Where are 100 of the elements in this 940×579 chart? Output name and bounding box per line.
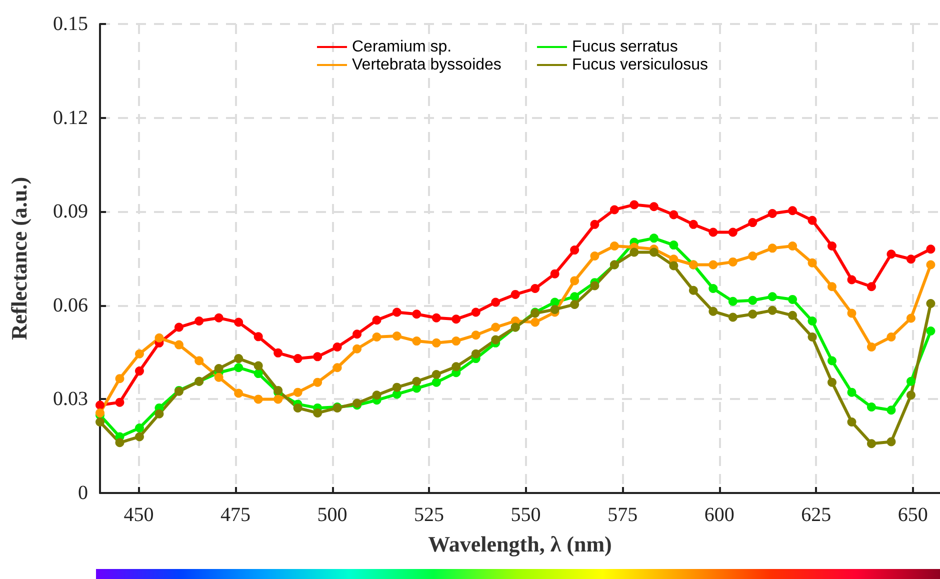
point — [649, 248, 658, 257]
x-tick-label: 475 — [220, 504, 250, 526]
x-axis-title: Wavelength, λ (nm) — [428, 532, 612, 556]
point — [194, 316, 204, 326]
point — [432, 378, 441, 387]
point — [154, 409, 164, 418]
point — [115, 374, 124, 384]
point — [214, 313, 224, 322]
point — [649, 234, 658, 243]
point — [926, 244, 936, 254]
point — [808, 258, 817, 268]
point — [452, 314, 461, 324]
point — [332, 342, 342, 352]
point — [688, 220, 698, 229]
x-tick-label: 575 — [608, 504, 638, 526]
point — [906, 254, 916, 264]
point — [313, 352, 322, 362]
point — [788, 310, 798, 320]
point — [708, 306, 718, 316]
point — [886, 250, 896, 259]
point — [590, 220, 600, 229]
point — [808, 332, 817, 342]
y-tick-label: 0.15 — [53, 13, 88, 35]
point — [154, 333, 164, 342]
point — [214, 364, 224, 374]
point — [630, 248, 639, 257]
point — [570, 276, 580, 286]
point — [352, 344, 362, 354]
point — [234, 363, 244, 372]
point — [847, 418, 856, 427]
point — [728, 312, 738, 322]
point — [570, 292, 580, 302]
point — [926, 299, 936, 308]
point — [708, 260, 718, 270]
point — [412, 376, 422, 386]
point — [847, 275, 856, 284]
point — [847, 388, 856, 397]
point — [886, 332, 896, 342]
point — [926, 260, 936, 270]
point — [866, 439, 876, 448]
point — [847, 308, 856, 318]
point — [550, 304, 560, 314]
point — [748, 252, 758, 260]
point — [669, 261, 678, 270]
point — [293, 388, 302, 397]
point — [649, 202, 658, 212]
point — [728, 296, 738, 306]
point — [866, 402, 876, 412]
point — [134, 423, 144, 432]
x-tick-label: 500 — [317, 504, 348, 526]
point — [372, 390, 382, 400]
point — [728, 257, 738, 266]
point — [96, 418, 104, 427]
point — [134, 349, 144, 358]
point — [254, 369, 263, 378]
point — [590, 252, 600, 260]
y-tick-label: 0.06 — [53, 294, 88, 316]
point — [788, 206, 798, 216]
point — [174, 340, 184, 350]
point — [134, 432, 144, 442]
point — [313, 378, 322, 387]
point — [332, 363, 342, 372]
point — [688, 286, 698, 295]
x-tick-label: 550 — [510, 504, 541, 526]
point — [550, 269, 560, 278]
point — [926, 326, 936, 336]
point — [392, 308, 402, 317]
point — [254, 394, 263, 404]
point — [96, 400, 104, 410]
point — [194, 356, 204, 366]
point — [471, 330, 480, 340]
point — [708, 284, 718, 294]
point — [768, 292, 777, 302]
legend-label: Vertebrata byssoides — [352, 56, 502, 74]
point — [234, 354, 244, 364]
point — [610, 205, 619, 214]
point — [570, 300, 580, 309]
point — [372, 316, 382, 325]
point — [768, 208, 777, 218]
point — [768, 244, 777, 253]
point — [510, 290, 520, 299]
point — [788, 241, 798, 250]
legend-label: Fucus serratus — [572, 38, 678, 56]
y-tick-label: 0 — [78, 482, 88, 504]
point — [234, 388, 244, 398]
y-tick-label: 0.09 — [53, 200, 88, 223]
point — [491, 322, 500, 332]
point — [828, 356, 836, 366]
point — [274, 394, 283, 404]
y-axis-title: Reflectance (a.u.) — [6, 176, 32, 340]
point — [432, 370, 441, 379]
point — [828, 282, 836, 292]
point — [452, 336, 461, 346]
legend-label: Fucus versiculosus — [572, 56, 708, 74]
point — [906, 314, 916, 323]
point — [313, 408, 322, 418]
point — [866, 282, 876, 292]
point — [234, 318, 244, 327]
x-tick-label: 600 — [704, 504, 734, 526]
point — [452, 362, 461, 372]
